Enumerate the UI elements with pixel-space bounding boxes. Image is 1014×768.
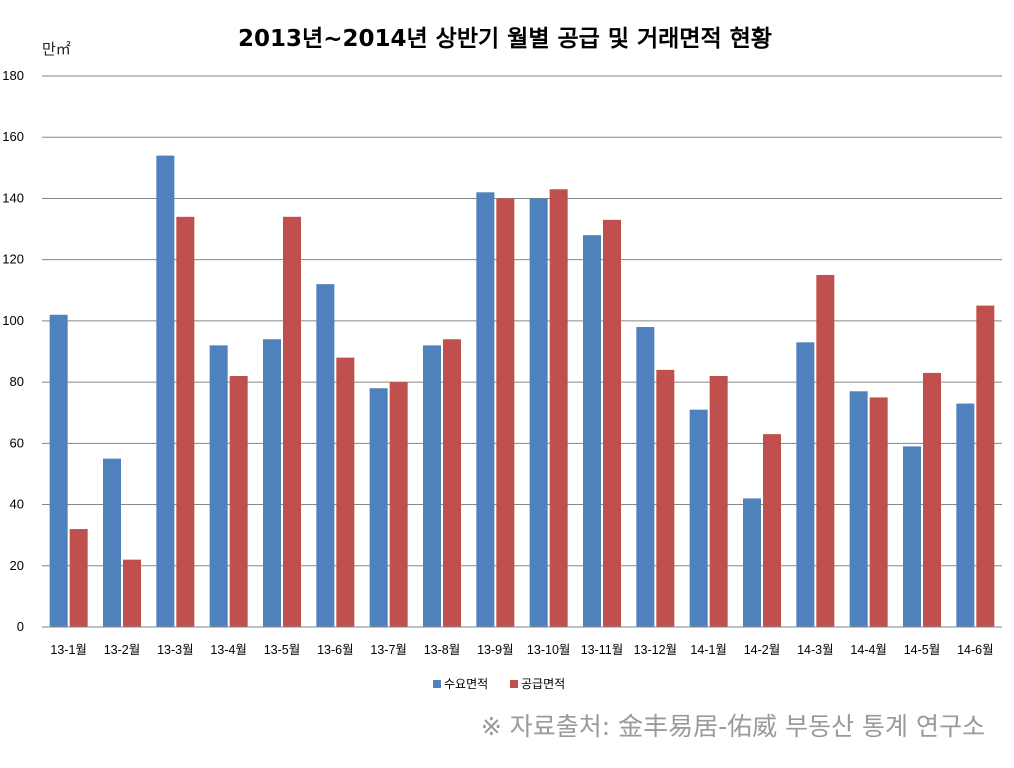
bar-supply-14-2월 [763,434,781,627]
bar-demand-13-1월 [49,314,68,627]
bar-supply-13-4월 [229,375,248,627]
legend-swatch-demand [433,680,441,688]
unit-label: 만㎡ [42,40,71,58]
bar-demand-13-7월 [369,388,388,627]
x-tick-label: 13-4월 [210,643,247,657]
y-tick-label: 20 [10,558,24,573]
bar-supply-13-6월 [336,357,355,627]
chart-title: 2013년~2014년 상반기 월별 공급 및 거래면적 현황 [238,26,772,52]
bar-demand-14-6월 [956,403,975,627]
x-tick-label: 13-8월 [424,643,461,657]
legend-swatch-supply [510,680,518,688]
x-tick-label: 14-1월 [690,643,727,657]
y-tick-label: 160 [2,129,24,144]
x-tick-label: 14-3월 [797,643,834,657]
y-tick-label: 180 [2,68,24,83]
bar-demand-13-10월 [529,198,548,627]
x-tick-label: 13-5월 [264,643,301,657]
bar-supply-13-5월 [283,216,301,628]
bar-supply-13-12월 [656,369,675,627]
bar-demand-14-2월 [743,498,761,627]
legend-label: 수요면적 [444,677,488,691]
bar-supply-14-4월 [869,397,888,627]
x-tick-label: 13-10월 [527,643,570,657]
x-tick-label: 13-1월 [50,643,87,657]
y-tick-label: 40 [10,497,24,512]
x-tick-label: 14-4월 [850,643,887,657]
legend-label: 공급면적 [521,677,565,691]
bar-supply-13-7월 [389,382,408,627]
y-tick-label: 100 [2,313,24,328]
bar-supply-14-6월 [976,305,995,627]
bar-supply-13-11월 [603,219,621,627]
y-tick-label: 0 [17,619,24,634]
x-tick-label: 14-6월 [957,643,994,657]
bar-demand-14-5월 [903,446,921,627]
bar-supply-14-5월 [923,372,941,627]
bar-supply-13-8월 [443,339,461,627]
bar-supply-13-9월 [496,198,515,627]
bar-demand-13-8월 [423,345,441,627]
y-axis-ticks: 0 20 40 60 80 100 120 140 160 180 [2,68,24,634]
bar-demand-13-6월 [316,284,335,627]
x-tick-label: 13-2월 [104,643,141,657]
gridlines [42,75,1002,567]
bar-demand-14-4월 [849,391,868,627]
y-tick-label: 120 [2,252,24,267]
x-tick-label: 13-7월 [370,643,407,657]
bar-demand-14-3월 [796,342,815,627]
x-tick-label: 13-12월 [634,643,677,657]
source-note: ※ 자료출처: 金丰易居-佑威 부동산 통계 연구소 [481,712,985,741]
bar-supply-13-3월 [176,216,195,628]
bar-demand-13-3월 [156,155,175,628]
x-axis-ticks: 13-1월 13-2월 13-3월 13-4월 13-5월 13-6월 13-7월 13-8월… [50,643,993,657]
x-tick-label: 13-9월 [477,643,514,657]
y-tick-label: 80 [10,374,24,389]
bars [49,155,995,628]
x-tick-label: 14-2월 [744,643,781,657]
legend: 수요면적 공급면적 [433,677,565,691]
x-tick-label: 13-11월 [581,643,624,657]
bar-demand-13-5월 [263,339,281,627]
y-tick-label: 140 [2,190,24,205]
x-tick-label: 13-3월 [157,643,194,657]
bar-supply-14-1월 [709,375,728,627]
x-tick-label: 13-6월 [317,643,354,657]
bar-demand-13-9월 [476,192,495,628]
x-tick-label: 14-5월 [904,643,941,657]
bar-supply-13-2월 [123,559,141,627]
bar-demand-14-1월 [689,409,708,627]
bar-demand-13-2월 [103,458,121,627]
y-tick-label: 60 [10,435,24,450]
bar-demand-13-12월 [636,327,655,627]
bar-demand-13-11월 [583,235,601,627]
bar-supply-13-10월 [549,189,568,627]
bar-demand-13-4월 [209,345,228,627]
bar-supply-14-3월 [816,274,835,627]
bar-supply-13-1월 [69,529,88,627]
